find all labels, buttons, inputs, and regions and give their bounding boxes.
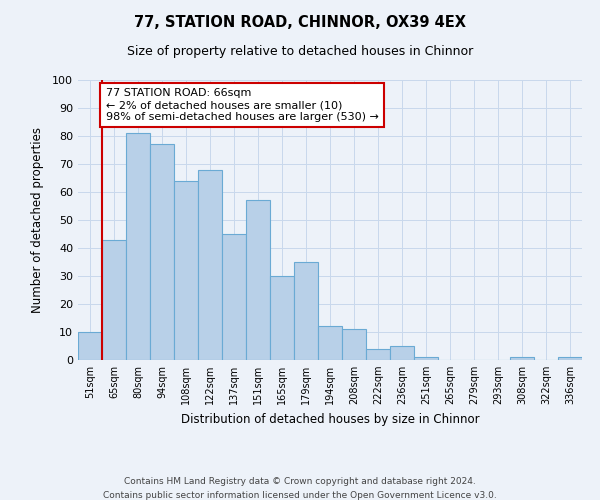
X-axis label: Distribution of detached houses by size in Chinnor: Distribution of detached houses by size …: [181, 412, 479, 426]
Bar: [222, 234, 246, 360]
Bar: [318, 326, 342, 360]
Bar: [558, 357, 582, 360]
Text: Size of property relative to detached houses in Chinnor: Size of property relative to detached ho…: [127, 45, 473, 58]
Bar: [294, 262, 318, 360]
Bar: [78, 332, 102, 360]
Bar: [390, 346, 414, 360]
Bar: [246, 200, 270, 360]
Bar: [510, 357, 534, 360]
Text: Contains public sector information licensed under the Open Government Licence v3: Contains public sector information licen…: [103, 491, 497, 500]
Bar: [102, 240, 126, 360]
Bar: [342, 329, 366, 360]
Text: 77 STATION ROAD: 66sqm
← 2% of detached houses are smaller (10)
98% of semi-deta: 77 STATION ROAD: 66sqm ← 2% of detached …: [106, 88, 379, 122]
Text: Contains HM Land Registry data © Crown copyright and database right 2024.: Contains HM Land Registry data © Crown c…: [124, 478, 476, 486]
Bar: [414, 357, 438, 360]
Bar: [366, 349, 390, 360]
Bar: [198, 170, 222, 360]
Bar: [174, 181, 198, 360]
Bar: [150, 144, 174, 360]
Text: 77, STATION ROAD, CHINNOR, OX39 4EX: 77, STATION ROAD, CHINNOR, OX39 4EX: [134, 15, 466, 30]
Bar: [126, 133, 150, 360]
Y-axis label: Number of detached properties: Number of detached properties: [31, 127, 44, 313]
Bar: [270, 276, 294, 360]
